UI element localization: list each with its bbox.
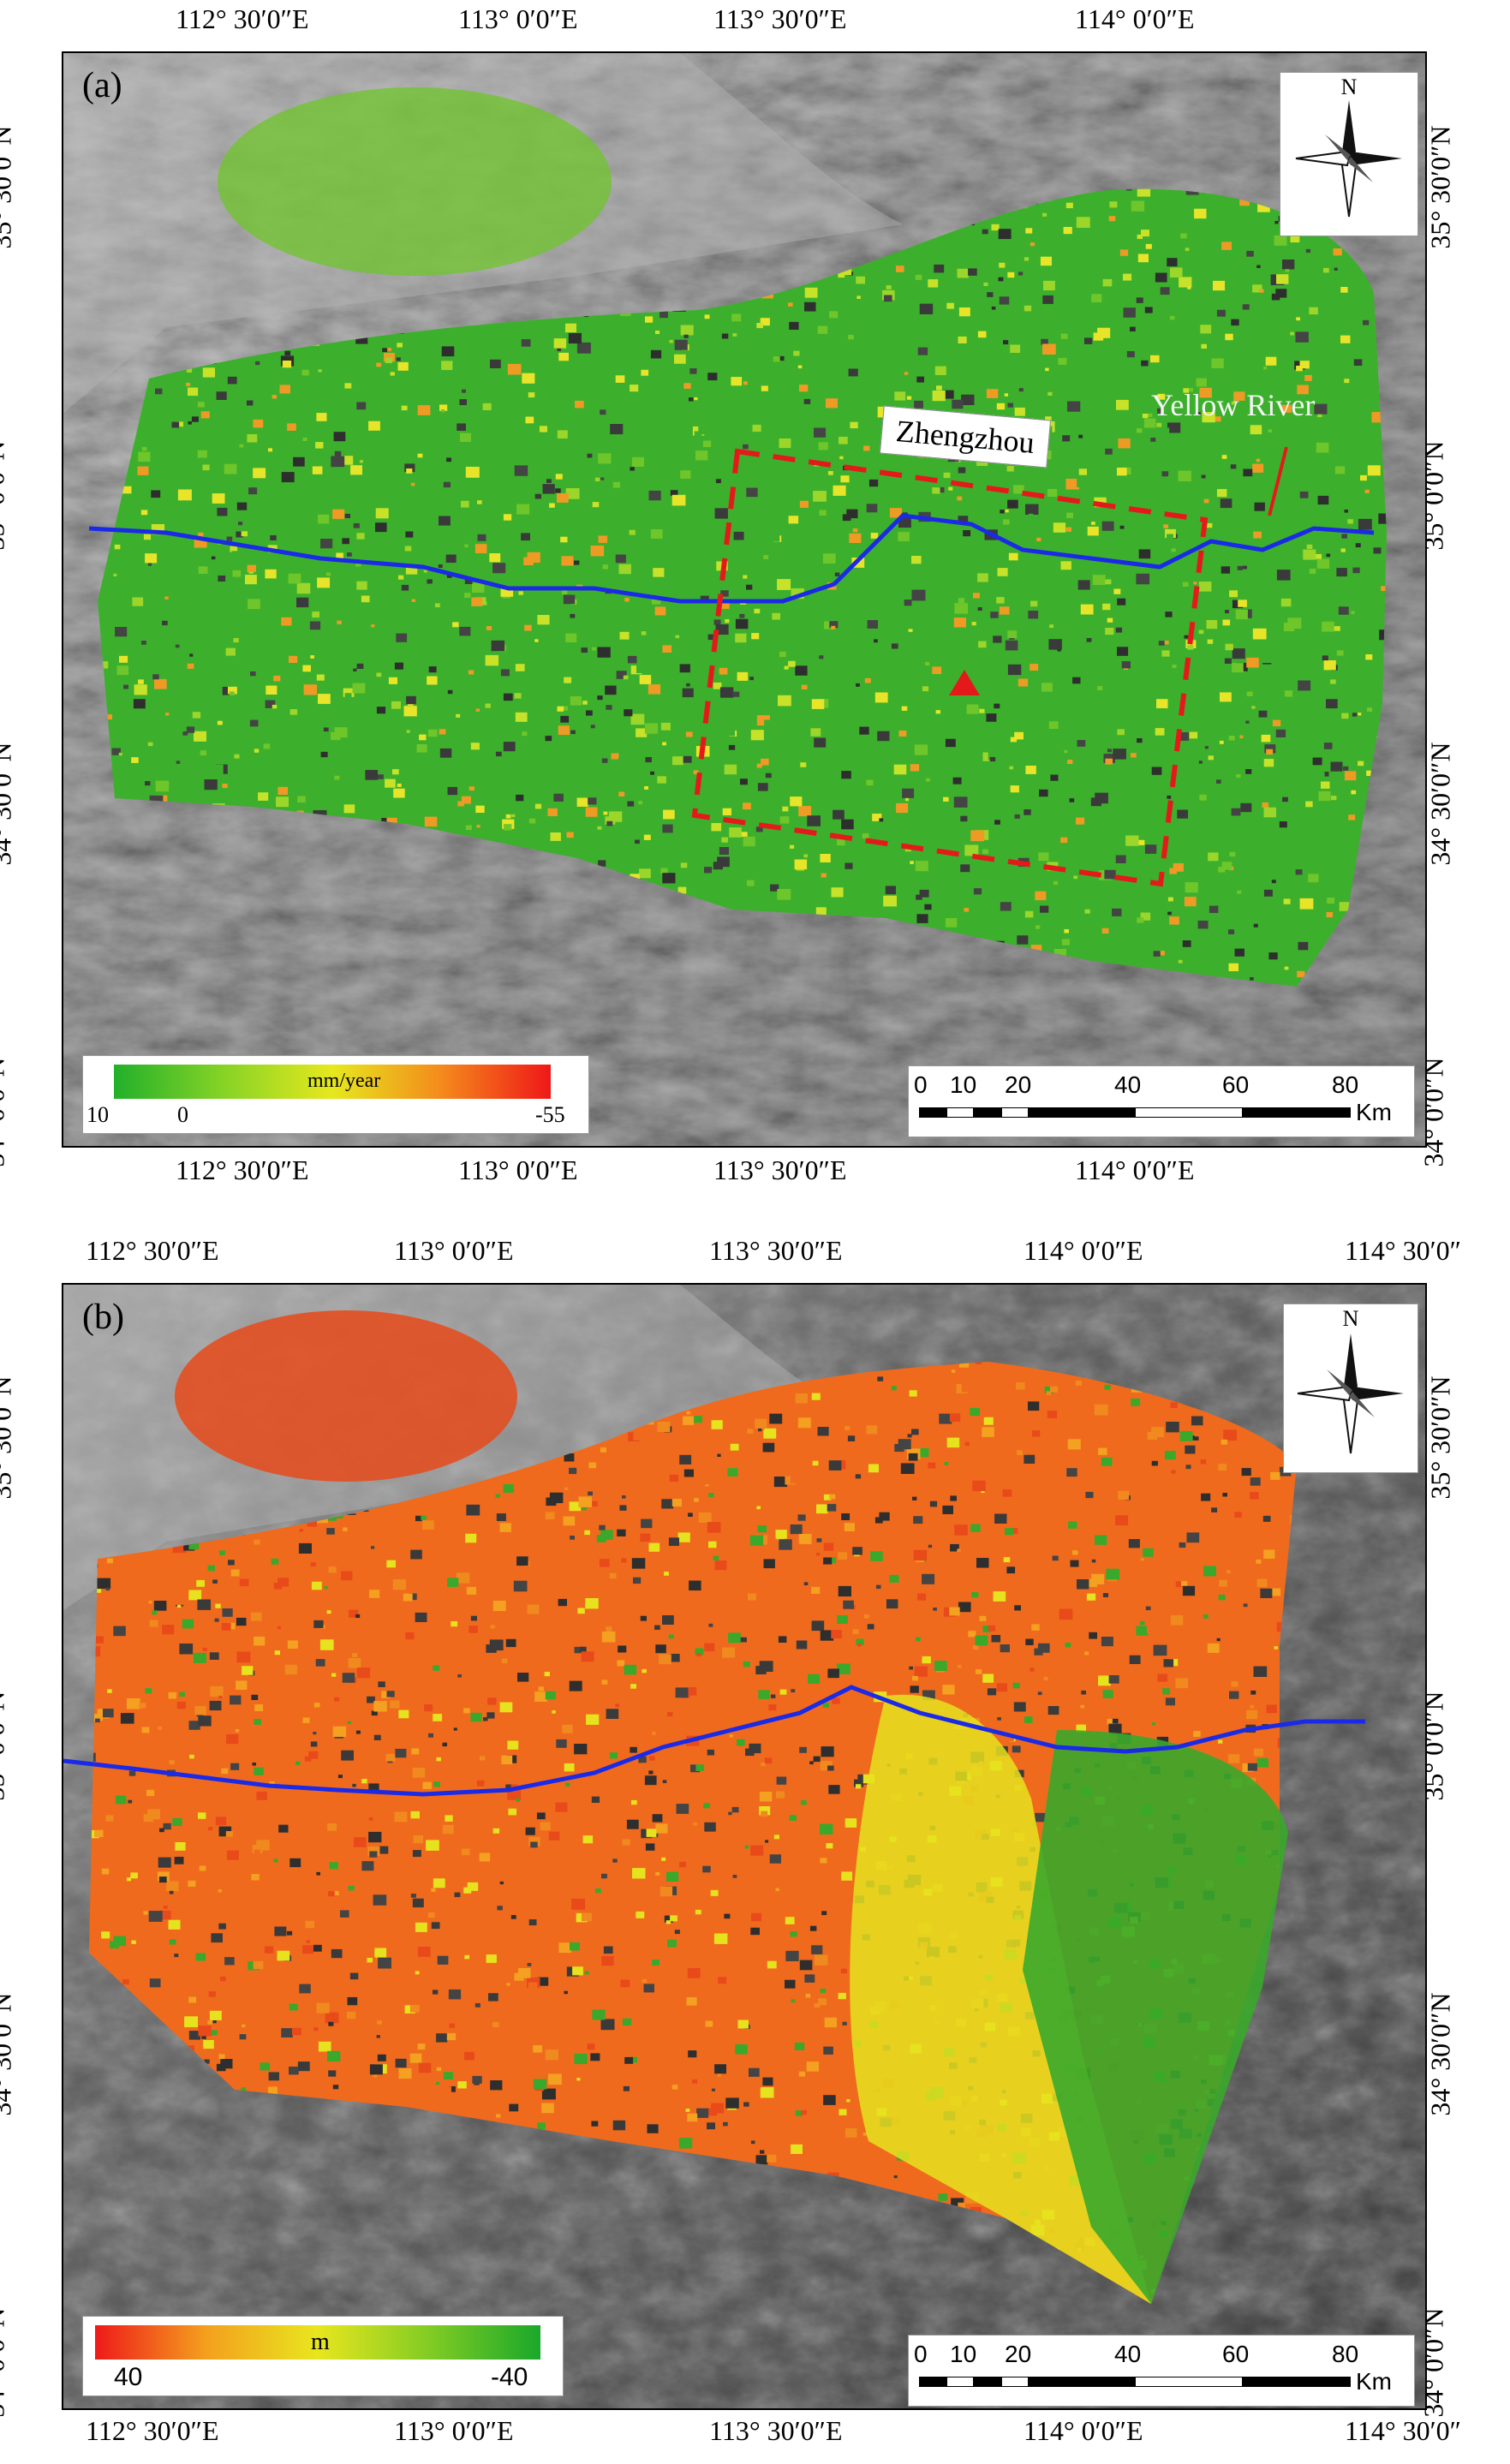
right-tick: 35° 30′0″N <box>1424 125 1456 249</box>
scale-bar: 0 10 20 40 60 80 Km <box>908 2335 1415 2407</box>
zhengzhou-marker <box>949 670 980 695</box>
top-tick: 113° 0′0″E <box>394 1235 514 1266</box>
scale-label: 10 <box>950 2341 977 2367</box>
scale-label: 80 <box>1332 1071 1359 1098</box>
bottom-tick: 114° 30′0″ <box>1345 2415 1461 2446</box>
left-tick: 35° 30′0″N <box>0 125 17 249</box>
bottom-tick: 112° 30′0″E <box>176 1154 309 1185</box>
top-tick: 114° 0′0″E <box>1024 1235 1143 1266</box>
legend-min: 40 <box>114 2363 143 2391</box>
study-area-boundary <box>691 448 1209 887</box>
top-tick: 114° 30′0″ <box>1345 1235 1461 1266</box>
top-tick: 112° 30′0″E <box>86 1235 219 1266</box>
top-tick: 112° 30′0″E <box>176 3 309 34</box>
legend-max: -55 <box>535 1102 565 1127</box>
color-ramp <box>114 1065 551 1099</box>
scale-label: 20 <box>1005 2341 1032 2367</box>
map-frame: (a) N Zhengzhou Yellow River mm/year 10 … <box>62 51 1427 1148</box>
scale-label: 40 <box>1114 1071 1142 1098</box>
left-tick: 34° 30′0″N <box>0 742 17 866</box>
color-ramp <box>95 2325 540 2360</box>
color-legend: mm/year 10 0 -55 <box>82 1055 589 1134</box>
dem-error-cover <box>89 1310 1297 2304</box>
left-tick: 35° 30′0″N <box>0 1375 17 1500</box>
yellow-river <box>63 1685 1365 1797</box>
legend-unit: m <box>311 2329 330 2355</box>
north-label: N <box>1342 1306 1359 1331</box>
left-tick: 35° 0′0″N <box>0 440 10 551</box>
scale-label: 60 <box>1222 1071 1250 1098</box>
yellow-river-label: Yellow River <box>1151 388 1316 422</box>
bottom-tick: 113° 0′0″E <box>394 2415 514 2446</box>
scale-label: 0 <box>914 1071 928 1098</box>
left-tick: 35° 0′0″N <box>0 1691 10 1801</box>
legend-mid: 0 <box>177 1102 188 1127</box>
legend-unit: mm/year <box>307 1070 381 1092</box>
top-tick: 113° 30′0″E <box>709 1235 843 1266</box>
right-tick: 34° 30′0″N <box>1424 1992 1456 2116</box>
scale-bar: 0 10 20 40 60 80 Km <box>908 1065 1415 1137</box>
scale-label: 80 <box>1332 2341 1359 2367</box>
north-arrow: N <box>1283 1304 1418 1473</box>
panel-letter: (b) <box>82 1298 124 1337</box>
scale-label: 20 <box>1005 1071 1032 1098</box>
map-panel-a: 112° 30′0″E 113° 0′0″E 113° 30′0″E 114° … <box>0 0 1510 1216</box>
right-tick: 35° 30′0″N <box>1424 1375 1456 1500</box>
scale-label: 0 <box>914 2341 928 2367</box>
bottom-tick: 113° 0′0″E <box>458 1154 578 1185</box>
river-pointer-line <box>1268 446 1288 516</box>
top-tick: 113° 30′0″E <box>713 3 847 34</box>
scale-label: 10 <box>950 1071 977 1098</box>
compass-icon <box>1297 1333 1404 1454</box>
north-label: N <box>1340 75 1358 99</box>
bottom-tick: 112° 30′0″E <box>86 2415 219 2446</box>
left-tick: 34° 30′0″N <box>0 1992 17 2116</box>
compass-icon <box>1295 100 1402 218</box>
color-legend: m 40 -40 <box>82 2316 564 2396</box>
scale-label: 60 <box>1222 2341 1250 2367</box>
map-panel-b: 112° 30′0″E 113° 0′0″E 113° 30′0″E 114° … <box>0 1233 1510 2464</box>
top-tick: 114° 0′0″E <box>1075 3 1195 34</box>
top-tick: 113° 0′0″E <box>458 3 578 34</box>
scale-unit: Km <box>1356 1099 1392 1125</box>
panel-letter: (a) <box>82 66 122 105</box>
map-frame: (b) N m 40 -40 0 10 20 40 60 80 <box>62 1283 1427 2410</box>
legend-max: -40 <box>491 2363 528 2391</box>
legend-min: 10 <box>87 1102 109 1127</box>
terrain-map <box>63 53 1425 1146</box>
left-tick: 34° 0′0″N <box>0 2307 10 2418</box>
right-tick: 34° 30′0″N <box>1424 742 1456 866</box>
bottom-tick: 114° 0′0″E <box>1075 1154 1195 1185</box>
bottom-tick: 113° 30′0″E <box>713 1154 847 1185</box>
bottom-tick: 114° 0′0″E <box>1024 2415 1143 2446</box>
bottom-tick: 113° 30′0″E <box>709 2415 843 2446</box>
scale-unit: Km <box>1356 2368 1392 2395</box>
terrain-map <box>63 1285 1425 2408</box>
north-arrow: N <box>1280 72 1418 236</box>
left-tick: 34° 0′0″N <box>0 1057 10 1167</box>
yellow-river <box>88 513 1375 604</box>
scale-label: 40 <box>1114 2341 1142 2367</box>
